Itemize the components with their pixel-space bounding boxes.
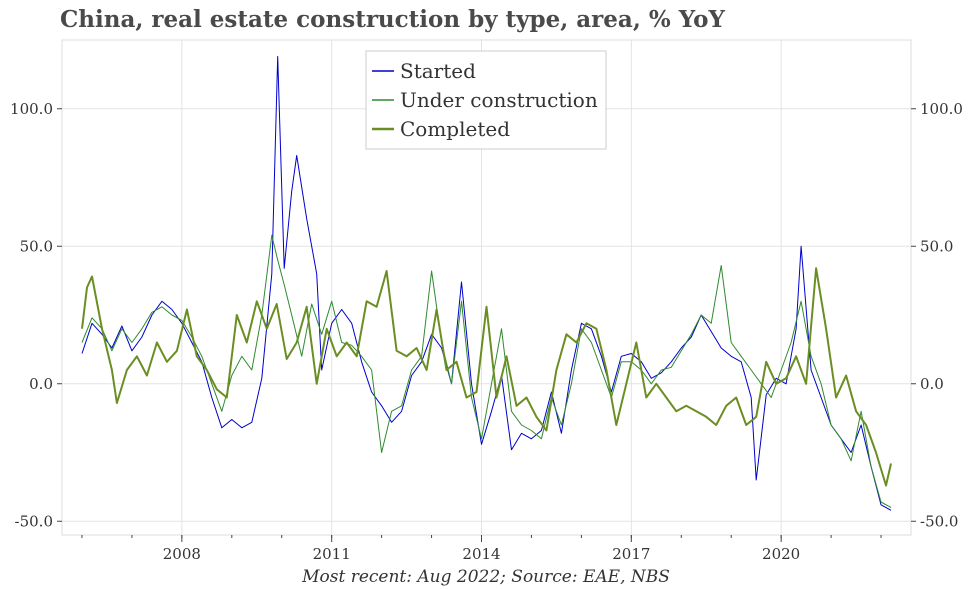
source-footnote: Most recent: Aug 2022; Source: EAE, NBS [302,567,670,587]
x-tick-label: 2020 [762,545,800,563]
legend-label: Started [400,59,476,83]
legend-label: Under construction [400,88,598,112]
y-tick-label-left: 0.0 [29,375,53,393]
y-tick-label-right: 50.0 [920,237,953,255]
legend-box [365,50,607,150]
x-tick-label: 2017 [612,545,650,563]
x-tick-label: 2014 [462,545,500,563]
x-tick-label: 2011 [313,545,351,563]
series-lines [81,56,892,511]
legend-label: Completed [400,117,510,141]
y-tick-label-right: 100.0 [920,100,963,118]
y-tick-label-right: -50.0 [920,512,958,530]
plot-frame [61,39,912,536]
series-line-started [81,56,892,511]
y-tick-label-left: -50.0 [15,512,53,530]
legend: Started Under construction Completed [365,50,607,150]
x-tick-label: 2008 [163,545,201,563]
y-tick-label-left: 50.0 [20,237,53,255]
gridlines [62,40,911,535]
chart-title: China, real estate construction by type,… [60,6,725,33]
axes: -50.0 -50.0 0.0 0.0 50.0 50.0 100.0 100.0 2008 20… [10,100,963,563]
series-line-under-construction [81,234,892,508]
y-tick-label-left: 100.0 [10,100,53,118]
y-tick-label-right: 0.0 [920,375,944,393]
series-line-completed [81,267,892,487]
